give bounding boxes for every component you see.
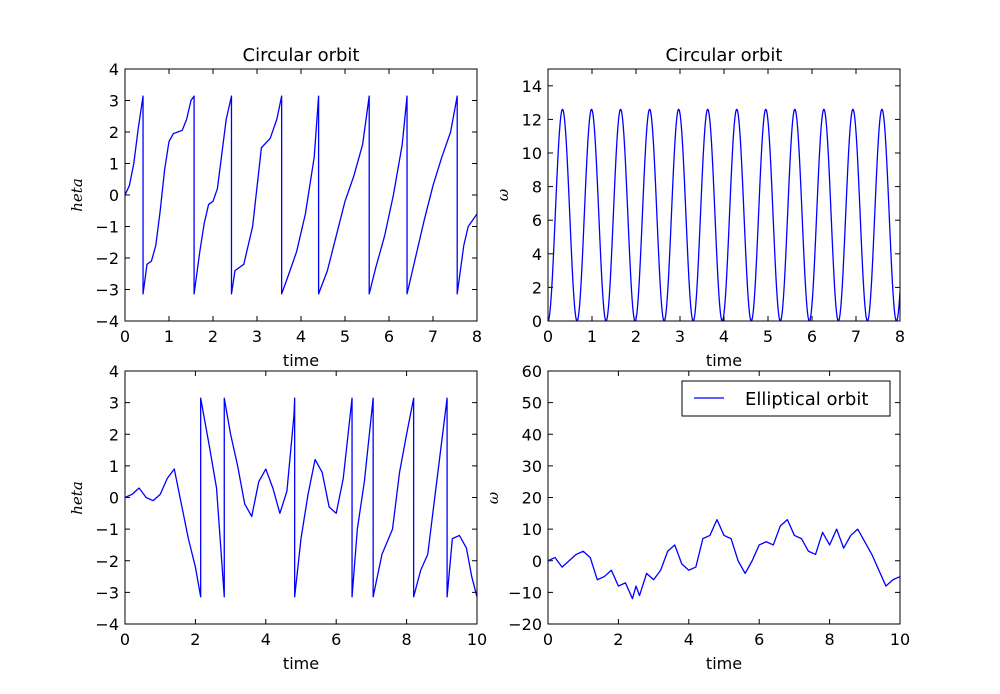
y-tick-label: 3 <box>109 92 119 111</box>
x-tick-label: 4 <box>261 630 271 649</box>
y-tick-label: 30 <box>522 457 542 476</box>
y-tick-label: 12 <box>522 110 542 129</box>
x-tick-label: 0 <box>543 630 553 649</box>
plot-area <box>548 518 900 600</box>
y-tick-label: −3 <box>95 583 119 602</box>
subplot-bottom-left: time heta 0 2 4 6 8 10 −4 −3 −2 −1 0 1 2 3 4 <box>68 362 487 673</box>
y-tick-label: −1 <box>95 218 119 237</box>
y-tick-label: 4 <box>532 245 542 264</box>
y-tick-label: 10 <box>522 144 542 163</box>
x-axis-label: time <box>283 654 319 673</box>
y-axis-label: ω <box>484 492 502 504</box>
x-axis-label: time <box>706 351 742 370</box>
x-tick-label: 1 <box>587 327 597 346</box>
y-tick-label: 0 <box>532 312 542 331</box>
x-tick-label: 4 <box>296 327 306 346</box>
x-tick-label: 7 <box>428 327 438 346</box>
x-tick-label: 10 <box>467 630 487 649</box>
x-tick-label: 8 <box>472 327 482 346</box>
y-tick-label: 6 <box>532 211 542 230</box>
y-tick-label: 10 <box>522 520 542 539</box>
y-axis-label: ω <box>494 189 512 201</box>
series-line <box>548 518 900 600</box>
plot-area <box>125 397 477 598</box>
x-tick-label: 7 <box>851 327 861 346</box>
subplot-top-right: Circular orbit time ω 0 1 2 3 4 5 6 7 8024681012… <box>494 45 905 370</box>
y-tick-label: 50 <box>522 394 542 413</box>
y-tick-label: 0 <box>532 552 542 571</box>
x-tick-label: 4 <box>684 630 694 649</box>
plot-area <box>548 108 900 321</box>
y-tick-label: −2 <box>95 552 119 571</box>
x-tick-label: 6 <box>754 630 764 649</box>
x-tick-label: 6 <box>331 630 341 649</box>
x-tick-label: 2 <box>613 630 623 649</box>
x-tick-label: 8 <box>895 327 905 346</box>
y-tick-label: 0 <box>109 186 119 205</box>
y-tick-label: 2 <box>109 123 119 142</box>
tick-layer: 0 2 4 6 8 10 −4 −3 −2 −1 0 1 2 3 4 <box>95 362 487 649</box>
x-tick-label: 6 <box>807 327 817 346</box>
x-tick-label: 1 <box>164 327 174 346</box>
y-tick-label: 0 <box>109 489 119 508</box>
y-axis-label: heta <box>68 481 86 515</box>
y-tick-label: 2 <box>532 278 542 297</box>
y-tick-label: 1 <box>109 457 119 476</box>
y-tick-label: −2 <box>95 249 119 268</box>
x-tick-label: 4 <box>719 327 729 346</box>
x-tick-label: 6 <box>384 327 394 346</box>
x-tick-label: 5 <box>763 327 773 346</box>
x-tick-label: 0 <box>120 327 130 346</box>
y-tick-label: 8 <box>532 178 542 197</box>
axes-frame <box>124 68 478 322</box>
axes-frame <box>547 68 901 322</box>
x-tick-label: 2 <box>631 327 641 346</box>
x-tick-label: 3 <box>252 327 262 346</box>
x-tick-label: 3 <box>675 327 685 346</box>
tick-layer: 0 2 4 6 8 10 −20 −10 0 10 20 30 40 50 60 <box>508 362 910 649</box>
y-tick-label: −3 <box>95 281 119 300</box>
subplot-bottom-right: time ω 0 2 4 6 8 10 −20 −10 0 10 20 30 40 50 60 Ellipt… <box>484 362 910 673</box>
x-tick-label: 8 <box>825 630 835 649</box>
y-tick-label: −4 <box>95 615 119 634</box>
x-tick-label: 0 <box>120 630 130 649</box>
x-tick-label: 2 <box>208 327 218 346</box>
series-line <box>125 95 477 295</box>
y-tick-label: 4 <box>109 362 119 381</box>
y-tick-label: 60 <box>522 362 542 381</box>
axes-frame <box>124 370 478 625</box>
tick-layer: 0 1 2 3 4 5 6 7 8 −4 −3 −2 −1 0 1 2 3 4 <box>95 60 482 346</box>
series-line <box>125 397 477 598</box>
x-tick-label: 5 <box>340 327 350 346</box>
y-tick-label: 4 <box>109 60 119 79</box>
y-tick-label: 14 <box>522 77 542 96</box>
x-tick-label: 0 <box>543 327 553 346</box>
x-tick-label: 8 <box>402 630 412 649</box>
y-tick-label: −4 <box>95 312 119 331</box>
y-tick-label: 20 <box>522 489 542 508</box>
y-tick-label: 3 <box>109 394 119 413</box>
plot-area <box>125 95 477 295</box>
legend: Elliptical orbit <box>681 380 891 417</box>
y-tick-label: 40 <box>522 425 542 444</box>
x-axis-label: time <box>706 654 742 673</box>
x-tick-label: 10 <box>890 630 910 649</box>
y-tick-label: −20 <box>508 615 542 634</box>
subplot-top-left: Circular orbit time heta 0 1 2 3 4 5 6 7 8 −4 −3 −2… <box>68 45 482 370</box>
y-tick-label: −1 <box>95 520 119 539</box>
y-tick-label: 2 <box>109 425 119 444</box>
y-tick-label: 1 <box>109 155 119 174</box>
legend-entry-label: Elliptical orbit <box>745 389 868 410</box>
x-tick-label: 2 <box>190 630 200 649</box>
series-line <box>548 108 900 321</box>
x-axis-label: time <box>283 351 319 370</box>
subplot-title: Circular orbit <box>666 45 783 66</box>
y-tick-label: −10 <box>508 583 542 602</box>
axes-frame <box>547 370 901 625</box>
subplot-title: Circular orbit <box>243 45 360 66</box>
y-axis-label: heta <box>68 178 86 212</box>
